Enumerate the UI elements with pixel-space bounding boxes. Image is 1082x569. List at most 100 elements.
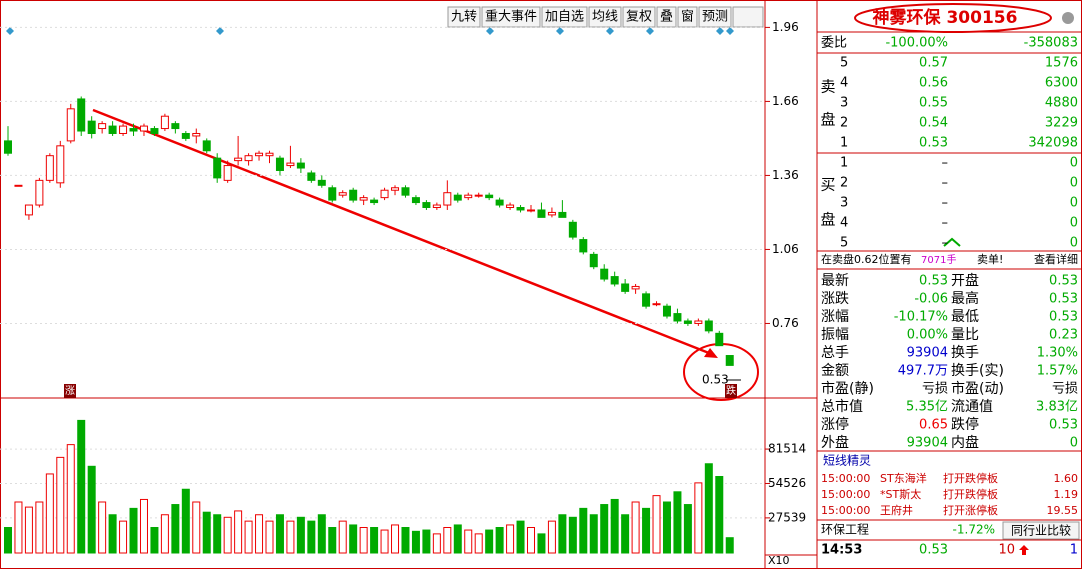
stat-label: 金额 (821, 363, 849, 379)
candle-body (234, 157, 243, 162)
volume-bar (621, 514, 630, 554)
volume-bar (422, 529, 431, 554)
arrow-head (704, 348, 718, 358)
volume-bar (66, 444, 75, 554)
toolbar-label[interactable]: 叠 (660, 10, 673, 25)
stat-value: 3.83亿 (1036, 400, 1078, 415)
compare-button[interactable] (1002, 521, 1080, 540)
toolbar-label[interactable]: 加自选 (545, 10, 584, 25)
volume-bar (244, 520, 253, 554)
candle-body (14, 184, 23, 187)
compare-label[interactable]: 同行业比较 (1011, 523, 1071, 538)
stat-label: 最新 (821, 273, 849, 289)
rise-mark-box (64, 384, 76, 398)
volume: 0 (1070, 216, 1078, 231)
candle-body (506, 204, 515, 209)
candle-body (547, 211, 556, 216)
toolbar-label[interactable]: 预测 (702, 10, 728, 25)
volume-bar (317, 514, 326, 554)
candle-body (443, 192, 452, 206)
volume-bar (45, 473, 54, 554)
candle-body (139, 125, 148, 132)
candle-body (662, 305, 671, 317)
volume-bar (527, 527, 535, 554)
volume-bar (77, 419, 86, 554)
volume-bar (98, 501, 107, 554)
candle-body (694, 320, 703, 324)
y-tick-label: 1.36 (772, 168, 799, 182)
collapse-icon[interactable] (943, 237, 961, 247)
candle-body (150, 128, 159, 134)
volume-bar (683, 504, 692, 554)
toolbar-button[interactable] (677, 6, 698, 28)
volume-bar (694, 482, 703, 554)
stat-value: 93904 (907, 436, 948, 451)
volume-bar (35, 501, 44, 554)
stat-value: 0.65 (919, 418, 948, 433)
toolbar-button[interactable] (447, 6, 481, 28)
volume-bar (171, 504, 180, 554)
toolbar-button[interactable] (541, 6, 588, 28)
toolbar-label[interactable]: 九转 (451, 10, 477, 25)
toolbar-label[interactable]: 窗 (681, 9, 694, 25)
volume-bar (328, 527, 337, 554)
volume-bar (370, 527, 379, 554)
stat-label: 开盘 (951, 272, 979, 289)
candle-body (87, 120, 96, 134)
toolbar-label[interactable]: 重大事件 (485, 9, 537, 25)
candle-body (600, 268, 609, 280)
volume-bar (14, 501, 23, 554)
stat-value: 0.53 (1049, 310, 1078, 325)
volume-bar (610, 498, 619, 554)
candle-body (568, 221, 577, 238)
volume-bar (150, 527, 159, 554)
settings-icon[interactable] (1062, 12, 1074, 24)
level: 4 (840, 216, 848, 231)
ask-label: 盘 (820, 111, 835, 129)
price: 0.55 (919, 96, 948, 111)
candle-body (485, 194, 494, 199)
stat-label: 涨跌 (821, 291, 849, 307)
volume-bar (704, 463, 713, 554)
volume-bar (265, 520, 274, 554)
sector-change: -1.72% (953, 523, 995, 537)
volume-bar (255, 514, 264, 554)
candle-body (265, 152, 274, 157)
volume-bar (558, 514, 567, 554)
candle-body (202, 140, 211, 152)
volume-bar (202, 511, 211, 554)
y-tick-label: 27539 (768, 510, 806, 524)
candle-body (642, 293, 651, 307)
y-tick-label: 81514 (768, 442, 806, 456)
candle-body (401, 187, 410, 196)
candle-body (244, 155, 253, 162)
toolbar-label[interactable]: 均线 (592, 10, 618, 25)
candle-body (108, 125, 117, 134)
volume-bar (432, 533, 441, 554)
toolbar-label[interactable]: 复权 (626, 9, 652, 25)
candle-body (255, 152, 264, 157)
price: – (942, 216, 949, 231)
volume-bar (673, 491, 682, 554)
volume-bar (589, 514, 598, 554)
detail-link[interactable]: 查看详细 (1034, 252, 1078, 266)
stat-value: 0.53 (1049, 274, 1078, 289)
stat-value: 1.57% (1037, 364, 1078, 379)
candle-body (98, 123, 107, 130)
panel-rules (817, 31, 1082, 541)
sprite-stock: 王府井 (880, 503, 913, 517)
order-ratio-percent: -100.00% (885, 36, 948, 51)
candle-body (704, 320, 713, 332)
stat-label: 换手 (951, 344, 979, 361)
price: – (942, 176, 949, 191)
fall-mark-box (725, 384, 737, 398)
candle-body (422, 202, 431, 209)
candle-body (24, 204, 33, 216)
tick-price: 0.53 (919, 543, 948, 558)
candle-body (317, 179, 326, 186)
sprite-event: 打开涨停板 (943, 503, 998, 517)
toolbar-icons[interactable] (732, 6, 764, 28)
toolbar-button[interactable] (622, 6, 656, 28)
candle-body (296, 162, 305, 169)
sprite-value: 1.19 (1054, 488, 1079, 501)
